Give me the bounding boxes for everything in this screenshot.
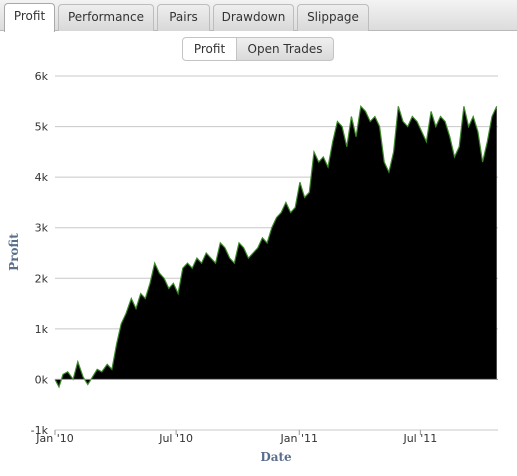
x-tick-label: Jul '11 (402, 432, 437, 445)
x-axis-title: Date (260, 450, 292, 464)
tab-profit[interactable]: Profit (4, 3, 55, 32)
y-tick-label: 6k (35, 70, 49, 83)
x-tick-label: Jul '10 (158, 432, 193, 445)
chart-view-toggle: Profit Open Trades (182, 37, 334, 61)
x-tick-label: Jan '10 (35, 432, 73, 445)
y-axis-ticks: -1k 0k 1k 2k 3k 4k 5k 6k (31, 70, 49, 437)
profit-area (55, 106, 497, 388)
y-tick-label: 3k (35, 222, 49, 235)
y-axis-title: Profit (7, 233, 21, 271)
y-tick-label: -1k (31, 424, 49, 437)
y-tick-label: 2k (35, 272, 49, 285)
subtab-open-trades[interactable]: Open Trades (236, 37, 334, 61)
y-tick-label: 1k (35, 323, 49, 336)
tab-slippage[interactable]: Slippage (297, 4, 369, 31)
tab-bar: Profit Performance Pairs Drawdown Slippa… (0, 0, 517, 32)
x-tick-label: Jan '11 (280, 432, 318, 445)
x-axis-ticks: Jan '10 Jul '10 Jan '11 Jul '11 (35, 430, 437, 445)
profit-line (54, 104, 498, 389)
tab-drawdown[interactable]: Drawdown (213, 4, 294, 31)
y-tick-label: 5k (35, 121, 49, 134)
tab-performance[interactable]: Performance (58, 4, 154, 31)
tab-pairs[interactable]: Pairs (157, 4, 210, 31)
y-tick-label: 0k (35, 373, 49, 386)
subtab-profit[interactable]: Profit (182, 37, 237, 61)
y-tick-label: 4k (35, 171, 49, 184)
